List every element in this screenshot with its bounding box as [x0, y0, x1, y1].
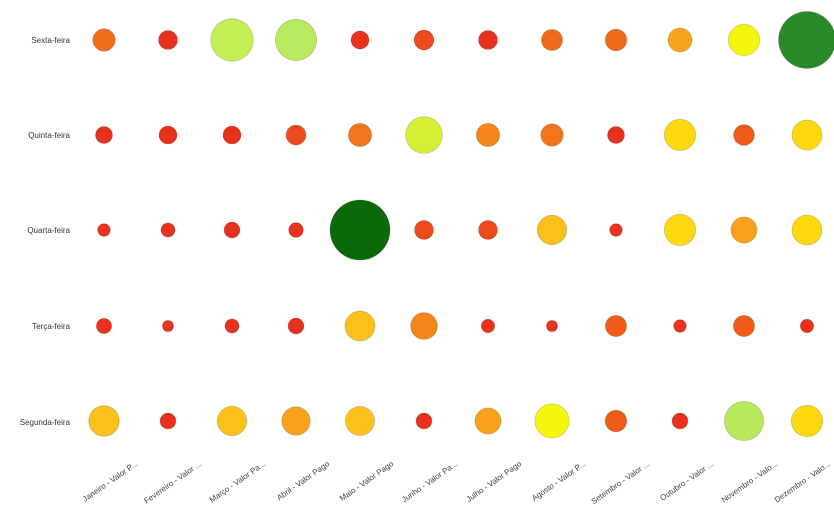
bubble-r1-c7	[540, 123, 564, 147]
col-label-fevereiro: Fevereiro - Valor ...	[142, 459, 203, 505]
col-label-agosto: Agosto - Valor P...	[530, 459, 587, 503]
col-label-marco: Março - Valor Pa...	[208, 459, 267, 504]
bubble-r1-c1	[158, 125, 178, 145]
bubble-r3-c2	[224, 318, 240, 334]
bubble-r3-c6	[480, 318, 496, 334]
bubble-r4-c4	[345, 406, 375, 436]
row-labels: Sexta-feira Quinta-feira Quarta-feira Te…	[20, 36, 71, 427]
row-label-quinta: Quinta-feira	[28, 131, 70, 140]
bubble-r4-c7	[534, 403, 570, 439]
bubble-r2-c5	[414, 220, 434, 240]
bubble-r0-c11	[778, 11, 834, 69]
col-label-janeiro: Janeiro - Valor P...	[81, 459, 139, 503]
col-label-setembro: Setembro - Valor ...	[590, 459, 651, 506]
bubble-r2-c10	[730, 216, 758, 244]
bubble-r2-c0	[97, 223, 111, 237]
bubble-r1-c3	[285, 124, 307, 146]
row-label-quarta: Quarta-feira	[27, 226, 70, 235]
bubble-r4-c6	[474, 407, 502, 435]
bubble-r3-c7	[545, 319, 559, 333]
bubble-r2-c8	[609, 223, 623, 237]
bubble-r3-c5	[410, 312, 438, 340]
bubble-r3-c3	[287, 317, 305, 335]
row-label-terca: Terça-feira	[32, 322, 70, 331]
bubble-r1-c2	[222, 125, 242, 145]
bubble-r3-c11	[799, 318, 815, 334]
bubble-r1-c4	[347, 122, 373, 148]
col-label-abril: Abril - Valor Pago	[275, 459, 331, 502]
bubble-r0-c8	[604, 28, 628, 52]
bubble-r3-c10	[732, 314, 756, 338]
bubble-r2-c4	[329, 199, 391, 261]
col-label-julho: Julho - Valor Pago	[465, 459, 524, 504]
bubble-r4-c10	[724, 401, 764, 441]
bubble-r2-c6	[478, 220, 498, 240]
bubble-r2-c1	[160, 222, 176, 238]
bubble-r2-c3	[288, 222, 304, 238]
bubble-r4-c1	[159, 412, 177, 430]
bubble-r0-c7	[540, 28, 564, 52]
bubble-r4-c9	[671, 412, 689, 430]
bubble-r1-c11	[791, 119, 823, 151]
bubble-r4-c0	[88, 405, 120, 437]
col-label-dezembro: Dezembro - Valo...	[773, 459, 832, 504]
row-label-segunda: Segunda-feira	[20, 418, 71, 427]
bubble-r3-c1	[161, 319, 175, 333]
bubble-r4-c5	[415, 412, 433, 430]
bubble-r2-c2	[223, 221, 241, 239]
bubble-r4-c11	[790, 404, 824, 438]
bubble-r1-c8	[607, 126, 625, 144]
column-labels: Janeiro - Valor P... Fevereiro - Valor .…	[81, 459, 832, 506]
col-label-outubro: Outubro - Valor ...	[658, 459, 715, 503]
col-label-maio: Maio - Valor Pago	[338, 459, 396, 503]
bubble-r4-c8	[604, 409, 628, 433]
bubble-r0-c4	[350, 30, 370, 50]
bubbles	[88, 11, 834, 441]
bubble-r0-c6	[478, 30, 498, 50]
col-label-novembro: Novembro - Valo...	[720, 459, 779, 504]
bubble-r0-c10	[727, 23, 761, 57]
bubble-r1-c9	[663, 118, 697, 152]
bubble-r3-c0	[95, 317, 113, 335]
bubble-r0-c5	[413, 29, 435, 51]
bubble-r1-c5	[405, 116, 443, 154]
bubble-r2-c7	[536, 214, 568, 246]
bubble-r3-c9	[673, 319, 687, 333]
bubble-r4-c3	[281, 406, 311, 436]
bubble-r0-c3	[274, 18, 318, 62]
bubble-r3-c8	[604, 314, 628, 338]
row-label-sexta: Sexta-feira	[31, 36, 70, 45]
bubble-r1-c0	[95, 126, 113, 144]
bubble-r1-c10	[733, 124, 755, 146]
bubble-r0-c0	[92, 28, 116, 52]
bubble-r0-c9	[667, 27, 693, 53]
bubble-r4-c2	[216, 405, 248, 437]
bubble-r3-c4	[344, 310, 376, 342]
bubble-r2-c11	[791, 214, 823, 246]
bubble-r0-c2	[210, 18, 254, 62]
bubble-r0-c1	[158, 30, 178, 50]
bubble-r2-c9	[663, 213, 697, 247]
col-label-junho: Junho - Valor Pa...	[400, 459, 459, 504]
bubble-r1-c6	[475, 122, 501, 148]
